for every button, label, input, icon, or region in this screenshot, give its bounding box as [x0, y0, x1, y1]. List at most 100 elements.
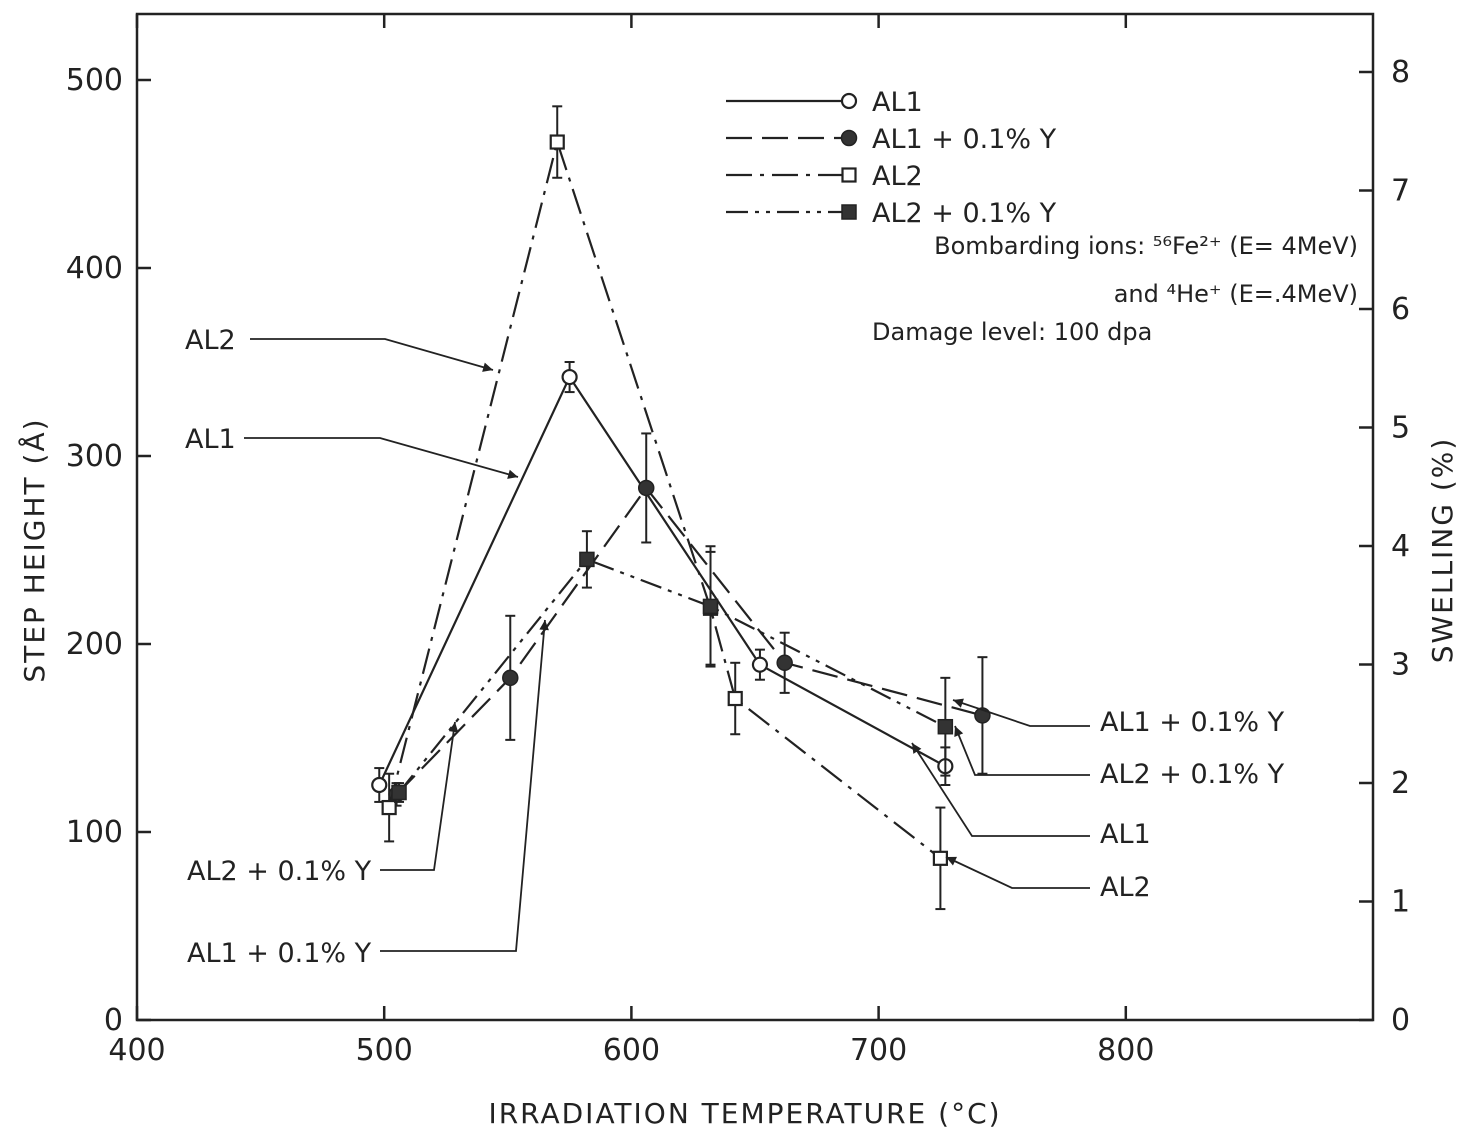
legend-item: AL1 [726, 87, 923, 118]
callout-label: AL2 [1100, 872, 1151, 903]
callout: AL2 + 0.1% Y [187, 721, 459, 887]
legend-item: AL2 + 0.1% Y [726, 198, 1057, 229]
marker-filled-square [579, 551, 595, 568]
series-al1-0-1-y [388, 432, 991, 807]
plot-frame [135, 12, 1375, 1022]
callout-arrowhead [912, 743, 922, 754]
callout-leader [380, 619, 546, 952]
series-al2 [381, 105, 949, 911]
legend-label: AL2 [872, 161, 923, 192]
x-tick-label: 800 [1097, 1033, 1154, 1068]
x-axis-title: IRRADIATION TEMPERATURE (°C) [488, 1097, 1001, 1130]
series-line [388, 138, 942, 860]
marker-filled-circle [637, 479, 655, 497]
callout: AL1 + 0.1% Y [952, 698, 1285, 738]
callout: AL2 [945, 856, 1151, 903]
x-tick-label: 400 [108, 1033, 165, 1068]
series-al2-0-1-y [391, 530, 954, 803]
series-al1 [371, 361, 954, 803]
callout-leader [952, 699, 1090, 727]
callout-leader [380, 721, 456, 871]
legend-label: AL1 [872, 87, 923, 118]
series-line [395, 486, 983, 796]
legend: AL1 AL1 + 0.1% Y AL2 AL2 + 0.1% Y [726, 87, 1057, 229]
callout-arrowhead [507, 469, 518, 479]
marker-filled-square [937, 718, 954, 735]
y2-tick-label: 3 [1391, 648, 1410, 683]
callout-arrowhead [539, 620, 549, 631]
y2-tick-label: 7 [1391, 174, 1410, 209]
y2-tick-label: 4 [1391, 529, 1410, 564]
plot-border [135, 12, 1375, 1022]
callout-arrowhead [946, 856, 957, 866]
callout-leader [954, 725, 1090, 776]
series-layer [371, 105, 991, 911]
callout-arrowhead [448, 722, 459, 733]
marker-open-square [932, 850, 949, 866]
y2-tick-label: 2 [1391, 766, 1410, 801]
y-tick-label: 400 [66, 251, 123, 286]
y-tick-label: 500 [66, 63, 123, 98]
callout-label: AL1 [1100, 819, 1151, 850]
y-tick-label: 300 [66, 439, 123, 474]
y-tick-label: 0 [104, 1003, 123, 1038]
y2-tick-label: 8 [1391, 55, 1410, 90]
legend-label: AL2 + 0.1% Y [872, 198, 1057, 229]
series-line [378, 374, 946, 786]
callout-label: AL1 + 0.1% Y [1100, 707, 1285, 738]
callout-label: AL2 + 0.1% Y [187, 856, 372, 887]
callout: AL1 [185, 424, 519, 479]
callout-label: AL2 [185, 325, 236, 356]
y-tick-label: 200 [66, 627, 123, 662]
y2-tick-label: 1 [1391, 885, 1410, 920]
annotation-damage: Damage level: 100 dpa [872, 318, 1152, 346]
marker-filled-square [702, 598, 719, 615]
marker-open-circle [371, 776, 388, 794]
annotation-bombarding: Bombarding ions: ⁵⁶Fe²⁺ (E= 4MeV) [934, 232, 1358, 260]
legend-label: AL1 + 0.1% Y [872, 124, 1057, 155]
legend-item: AL1 + 0.1% Y [726, 124, 1057, 155]
y2-tick-label: 6 [1391, 292, 1410, 327]
marker-filled-circle [776, 654, 793, 672]
y2-axis-title: SWELLING (%) [1426, 437, 1459, 664]
x-tick-label: 700 [850, 1033, 907, 1068]
marker-open-square [841, 167, 857, 183]
callout-leader [911, 742, 1090, 837]
marker-open-circle [561, 368, 578, 386]
callout-arrowhead [954, 726, 964, 737]
marker-open-circle [751, 656, 769, 673]
legend-item: AL2 [726, 161, 923, 192]
callout: AL2 + 0.1% Y [954, 725, 1285, 790]
callout-leader [244, 437, 519, 478]
callout: AL1 + 0.1% Y [187, 619, 549, 969]
callout: AL2 [185, 325, 494, 372]
marker-filled-circle [502, 669, 519, 687]
y2-tick-label: 5 [1391, 411, 1410, 446]
marker-filled-circle [840, 129, 858, 147]
callout: AL1 [911, 742, 1151, 850]
callout-leader [945, 856, 1090, 889]
callout-label: AL1 + 0.1% Y [187, 938, 372, 969]
marker-filled-square [841, 204, 857, 220]
series-line [398, 558, 946, 794]
marker-open-circle [840, 92, 858, 110]
marker-filled-square [391, 784, 407, 801]
x-tick-label: 500 [356, 1033, 413, 1068]
y-tick-label: 100 [66, 815, 123, 850]
y-axis-title: STEP HEIGHT (Å) [17, 417, 51, 682]
callout-layer: AL2 AL1 AL2 + 0.1% Y AL1 + 0.1% Y AL1 + 0.1%… [185, 325, 1285, 969]
axis-ticks [135, 14, 1373, 1022]
marker-open-square [381, 799, 397, 816]
annotation-and-he: and ⁴He⁺ (E=.4MeV) [1114, 280, 1358, 308]
callout-label: AL1 [185, 424, 236, 455]
y2-tick-label: 0 [1391, 1003, 1410, 1038]
callout-leader [250, 338, 494, 371]
x-tick-label: 600 [603, 1033, 660, 1068]
axis-tick-labels: 400 500 600 700 800 0 100 200 300 400 500 0 1 2 3 4 5 6 7 8 [66, 55, 1410, 1068]
callout-arrowhead [953, 698, 964, 708]
marker-open-square [549, 134, 565, 150]
callout-arrowhead [482, 362, 493, 372]
callout-label: AL2 + 0.1% Y [1100, 759, 1285, 790]
marker-open-square [727, 690, 743, 707]
